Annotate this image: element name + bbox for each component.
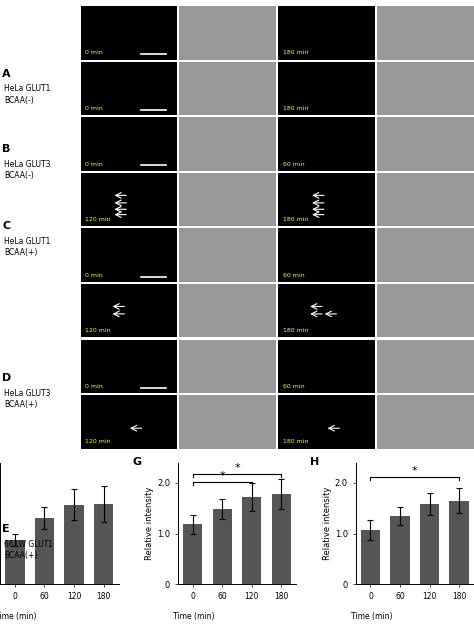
Text: C: C [2, 221, 10, 231]
Text: 60 min: 60 min [283, 272, 305, 277]
Text: HeLa GLUT3: HeLa GLUT3 [4, 160, 50, 169]
Text: G: G [133, 457, 142, 467]
Text: B: B [2, 144, 11, 154]
Bar [361, 530, 380, 584]
Text: D: D [2, 373, 12, 383]
Text: 180 min: 180 min [283, 439, 309, 444]
Bar [272, 494, 291, 584]
Bar [213, 509, 232, 584]
Text: *: * [234, 464, 240, 473]
Text: HeLa GLUT3: HeLa GLUT3 [4, 389, 50, 398]
Text: HeLa GLUT1: HeLa GLUT1 [4, 237, 50, 246]
Bar [242, 497, 261, 584]
Text: 120 min: 120 min [85, 439, 111, 444]
Bar [449, 500, 469, 584]
Bar [94, 504, 113, 584]
Text: Time (min): Time (min) [351, 612, 392, 621]
Text: 180 min: 180 min [283, 106, 309, 111]
Text: BCAA(+): BCAA(+) [4, 400, 37, 409]
Text: BCAA(+): BCAA(+) [4, 551, 37, 560]
Text: 0 min: 0 min [85, 50, 103, 55]
Text: 180 min: 180 min [283, 217, 309, 222]
Bar [35, 518, 54, 584]
Bar [183, 525, 202, 584]
Bar [391, 516, 410, 584]
Text: *: * [219, 471, 225, 481]
Text: BCAA(-): BCAA(-) [4, 171, 34, 180]
Text: H: H [310, 457, 320, 467]
Text: A: A [2, 69, 11, 79]
Text: *: * [412, 466, 418, 476]
Text: 0 min: 0 min [85, 106, 103, 111]
Text: 60 min: 60 min [283, 161, 305, 166]
Text: BCAA(-): BCAA(-) [4, 96, 34, 105]
Text: BCAA(+): BCAA(+) [4, 248, 37, 257]
Text: 661W GLUT1: 661W GLUT1 [4, 540, 53, 549]
Text: 0 min: 0 min [85, 161, 103, 166]
Text: 180 min: 180 min [283, 328, 309, 333]
Text: HeLa GLUT1: HeLa GLUT1 [4, 84, 50, 93]
Y-axis label: Relative intensity: Relative intensity [145, 486, 154, 560]
Text: E: E [2, 524, 10, 534]
Text: 120 min: 120 min [85, 217, 111, 222]
Text: 120 min: 120 min [85, 328, 111, 333]
Text: 60 min: 60 min [283, 384, 305, 389]
Bar [64, 505, 83, 584]
Text: 0 min: 0 min [85, 272, 103, 277]
Text: 0 min: 0 min [85, 384, 103, 389]
Text: Time (min): Time (min) [0, 612, 37, 621]
Text: 180 min: 180 min [283, 50, 309, 55]
Bar [5, 540, 25, 584]
Y-axis label: Relative intensity: Relative intensity [323, 486, 332, 560]
Bar [420, 504, 439, 584]
Text: Time (min): Time (min) [173, 612, 215, 621]
